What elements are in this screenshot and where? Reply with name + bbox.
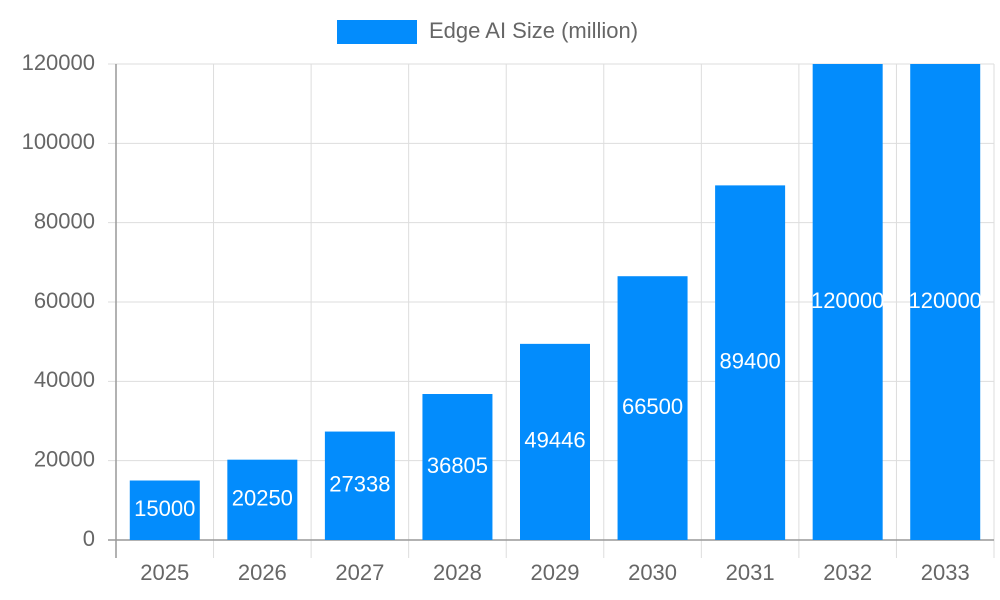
x-tick-label: 2025 — [140, 560, 189, 585]
bar — [422, 394, 493, 540]
data-label: 27338 — [329, 472, 390, 497]
y-tick-label: 60000 — [34, 288, 95, 313]
legend-label: Edge AI Size (million) — [429, 18, 638, 43]
data-label: 120000 — [909, 288, 982, 313]
bar — [324, 431, 395, 540]
bars — [129, 64, 981, 540]
x-tick-label: 2028 — [433, 560, 482, 585]
y-tick-label: 0 — [83, 526, 95, 551]
data-label: 36805 — [427, 453, 488, 478]
bar — [227, 459, 298, 540]
y-tick-label: 120000 — [22, 50, 95, 75]
y-tick-label: 100000 — [22, 129, 95, 154]
bar — [812, 64, 883, 540]
bar — [129, 480, 200, 540]
data-label: 49446 — [524, 428, 585, 453]
legend-swatch — [337, 20, 417, 44]
x-tick-label: 2026 — [238, 560, 287, 585]
y-tick-label: 20000 — [34, 446, 95, 471]
x-tick-label: 2033 — [921, 560, 970, 585]
data-label: 20250 — [232, 486, 293, 511]
bar — [617, 276, 688, 540]
data-label: 120000 — [811, 288, 884, 313]
x-tick-label: 2029 — [531, 560, 580, 585]
data-label: 89400 — [720, 349, 781, 374]
x-tick-label: 2030 — [628, 560, 677, 585]
x-tick-label: 2032 — [823, 560, 872, 585]
bar — [715, 185, 786, 540]
data-label: 15000 — [134, 496, 195, 521]
x-tick-label: 2031 — [726, 560, 775, 585]
bar — [520, 343, 590, 540]
y-tick-label: 40000 — [34, 367, 95, 392]
x-tick-label: 2027 — [335, 560, 384, 585]
labels: 0 20000 40000 60000 80000 100000 120000 15000 20… — [22, 18, 982, 585]
data-label: 66500 — [622, 394, 683, 419]
y-tick-label: 80000 — [34, 208, 95, 233]
bar — [910, 64, 981, 540]
